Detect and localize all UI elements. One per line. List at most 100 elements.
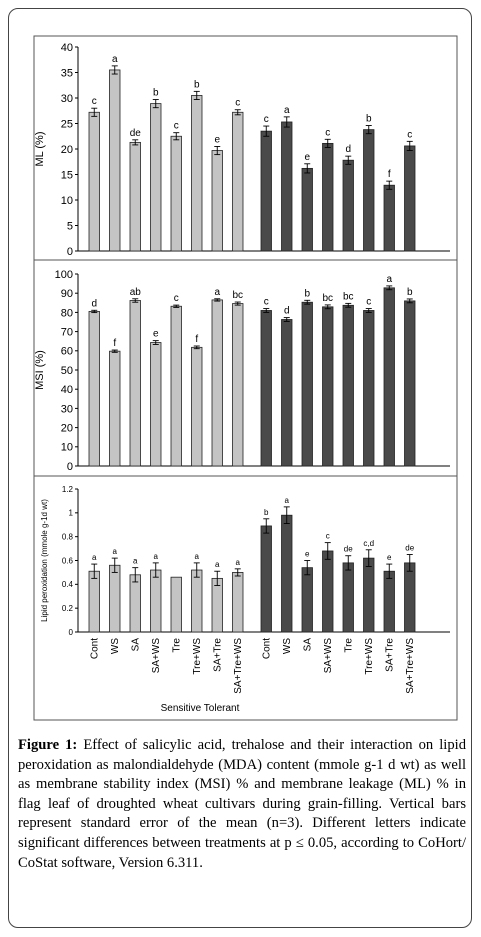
bar [170,576,182,633]
y-tick-label: 1.2 [62,485,74,494]
y-tick-label: 0.2 [62,604,74,613]
bar [342,562,354,633]
significance-letter: c,d [363,539,374,548]
y-tick-label: 50 [61,365,73,377]
bar [150,342,162,467]
y-axis-label: ML (%) [34,131,46,166]
bar [150,569,162,633]
y-tick-label: 80 [61,307,73,319]
bar [260,525,272,633]
y-tick-label: 1 [69,509,74,518]
significance-letter: c [326,532,330,541]
category-label: SA+WS [151,638,162,674]
significance-letter: a [112,54,118,65]
y-tick-label: 90 [61,288,73,300]
bar [232,572,244,633]
category-label: Tre+WS [364,638,375,675]
significance-letter: f [195,334,198,345]
significance-letter: a [285,496,290,505]
y-tick-label: 100 [55,269,73,281]
significance-letter: b [407,287,413,298]
significance-letter: e [214,134,220,145]
bar [322,306,334,467]
category-label: WS [282,638,293,654]
significance-letter: bc [322,293,333,304]
bar [211,577,223,633]
bar [322,550,334,633]
bar [191,346,203,467]
category-label: SA+Tre+WS [405,638,416,694]
bar [170,135,182,252]
y-tick-label: 0 [67,461,73,473]
significance-letter: a [214,287,220,298]
y-tick-label: 15 [61,169,73,181]
significance-letter: b [304,288,310,299]
category-label: SA+Tre [212,638,223,672]
y-tick-label: 0.8 [62,532,74,541]
significance-letter: c [174,293,179,304]
significance-letter: d [91,298,97,309]
bar [301,167,313,252]
bar [363,557,375,633]
bar [109,69,121,252]
bar [301,567,313,633]
bar [404,145,416,252]
significance-letter: d [284,306,290,317]
bar [281,319,293,467]
bar [191,569,203,633]
bar [170,305,182,467]
significance-letter: c [264,297,269,308]
category-label: WS [110,638,121,654]
bar [150,103,162,252]
y-tick-label: 0 [67,246,73,258]
bar [322,142,334,252]
category-label: SA+Tre+WS [233,638,244,694]
bar [404,562,416,633]
significance-letter: c [174,121,179,132]
significance-letter: a [154,552,159,561]
group-labels: Sensitive Tolerant [161,703,240,714]
significance-letter: e [387,553,392,562]
bar [88,570,100,633]
significance-letter: b [153,88,159,99]
significance-letter: e [305,550,310,559]
category-label: SA+WS [323,638,334,674]
significance-letter: de [344,545,353,554]
significance-letter: c [92,96,97,107]
bar [260,310,272,467]
significance-letter: de [405,544,414,553]
significance-letter: ab [130,287,142,298]
significance-letter: e [304,152,310,163]
y-tick-label: 70 [61,326,73,338]
bar [88,111,100,252]
bar [129,574,141,633]
significance-letter: f [388,169,391,180]
significance-letter: a [236,558,241,567]
y-tick-label: 25 [61,118,73,130]
bar [232,111,244,252]
bar [404,300,416,467]
bar [191,95,203,252]
bar [383,570,395,633]
bar [109,564,121,633]
significance-letter: a [113,547,118,556]
significance-letter: bc [343,291,354,302]
category-label: Cont [261,638,272,659]
significance-letter: c [407,129,412,140]
category-label: Tre+WS [192,638,203,675]
y-tick-label: 0 [69,628,74,637]
bar [342,304,354,467]
y-tick-label: 5 [67,220,73,232]
bar [88,311,100,467]
y-tick-label: 20 [61,422,73,434]
significance-letter: d [345,144,351,155]
bar [281,121,293,252]
bar [211,150,223,252]
bar [211,299,223,467]
significance-letter: a [133,557,138,566]
y-tick-label: 40 [61,42,73,54]
bar [129,300,141,467]
significance-letter: bc [232,290,243,301]
bar [383,184,395,252]
bar [301,301,313,467]
